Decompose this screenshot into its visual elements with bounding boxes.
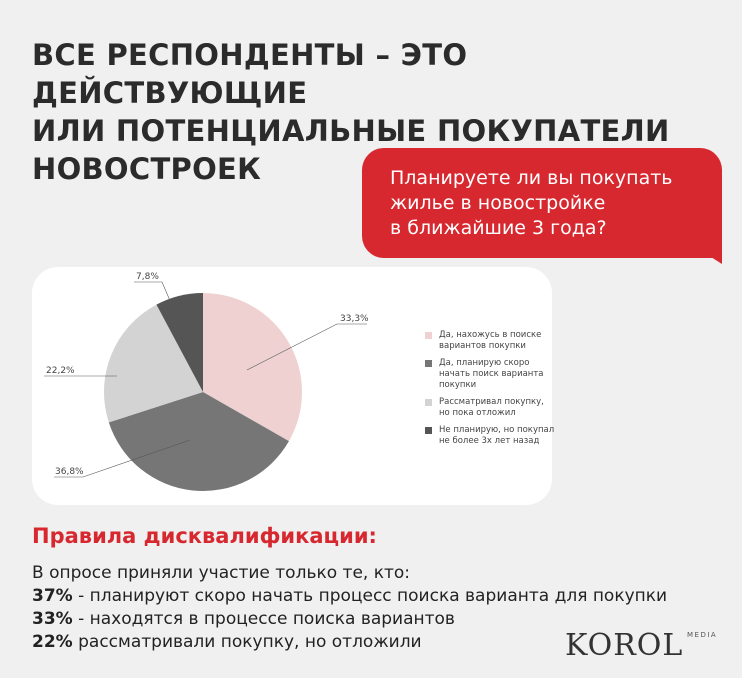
rule-pct: 22%	[32, 632, 73, 652]
slice-label-0: 33,3%	[340, 314, 369, 324]
rule-pct: 37%	[32, 586, 73, 606]
slice-label-2: 22,2%	[46, 366, 75, 376]
rules-body: В опросе приняли участие только те, кто:…	[32, 562, 667, 654]
rule-text: - находятся в процессе поиска вариантов	[72, 609, 455, 629]
pie-slice-2	[104, 304, 203, 423]
rule-item: 22% рассматривали покупку, но отложили	[32, 631, 667, 654]
rule-item: 37% - планируют скоро начать процесс пои…	[32, 585, 667, 608]
legend-item: Да, нахожусь в поиске вариантов покупки	[425, 330, 555, 352]
rule-text: рассматривали покупку, но отложили	[72, 632, 422, 652]
rules-intro: В опросе приняли участие только те, кто:	[32, 563, 411, 583]
leader-line-3	[134, 281, 175, 311]
rule-text: - планируют скоро начать процесс поиска …	[72, 586, 668, 606]
legend-label: Рассматривал покупку, но пока отложил	[439, 397, 544, 418]
slice-label-1: 36,8%	[55, 467, 84, 477]
chart-legend: Да, нахожусь в поиске вариантов покупки …	[425, 330, 555, 453]
legend-swatch	[425, 399, 432, 406]
logo-subtitle: MEDIA	[687, 631, 718, 639]
question-bubble: Планируете ли вы покупать жилье в новост…	[362, 148, 722, 258]
slice-label-3: 7,8%	[136, 272, 159, 282]
leader-line-1	[54, 439, 191, 478]
leader-line-0	[246, 323, 367, 371]
bubble-tail	[700, 250, 722, 264]
legend-label: Да, нахожусь в поиске вариантов покупки	[439, 330, 542, 351]
legend-swatch	[425, 332, 432, 339]
chart-card: 33,3% 36,8% 22,2% 7,8% Да, нахожусь в по…	[32, 267, 555, 505]
pie-slice-3	[156, 293, 203, 392]
legend-label: Да, планирую скоро начать поиск варианта…	[439, 358, 544, 390]
pie-chart: 33,3% 36,8% 22,2% 7,8%	[44, 272, 369, 491]
legend-label: Не планирую, но покупал не более 3х лет …	[439, 425, 555, 446]
legend-item: Рассматривал покупку, но пока отложил	[425, 397, 555, 419]
rule-pct: 33%	[32, 609, 73, 629]
rule-item: 33% - находятся в процессе поиска вариан…	[32, 608, 667, 631]
legend-item: Не планирую, но покупал не более 3х лет …	[425, 425, 555, 447]
page-title: ВСЕ РЕСПОНДЕНТЫ – ЭТО ДЕЙСТВУЮЩИЕ ИЛИ ПО…	[32, 38, 670, 186]
legend-item: Да, планирую скоро начать поиск варианта…	[425, 358, 555, 391]
legend-swatch	[425, 360, 432, 367]
pie-slice-1	[108, 392, 289, 491]
korol-logo: KOROL	[565, 628, 684, 663]
rules-heading: Правила дисквалификации:	[32, 524, 377, 548]
legend-swatch	[425, 427, 432, 434]
